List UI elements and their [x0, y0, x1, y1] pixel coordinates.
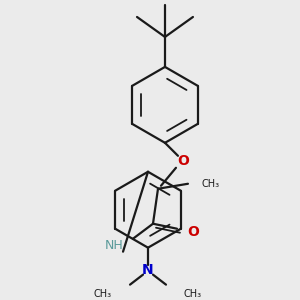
Text: O: O [187, 225, 199, 239]
Text: CH₃: CH₃ [94, 289, 112, 298]
Text: NH: NH [104, 239, 123, 252]
Text: CH₃: CH₃ [184, 289, 202, 298]
Text: N: N [142, 263, 154, 277]
Text: O: O [177, 154, 189, 168]
Text: CH₃: CH₃ [202, 179, 220, 189]
